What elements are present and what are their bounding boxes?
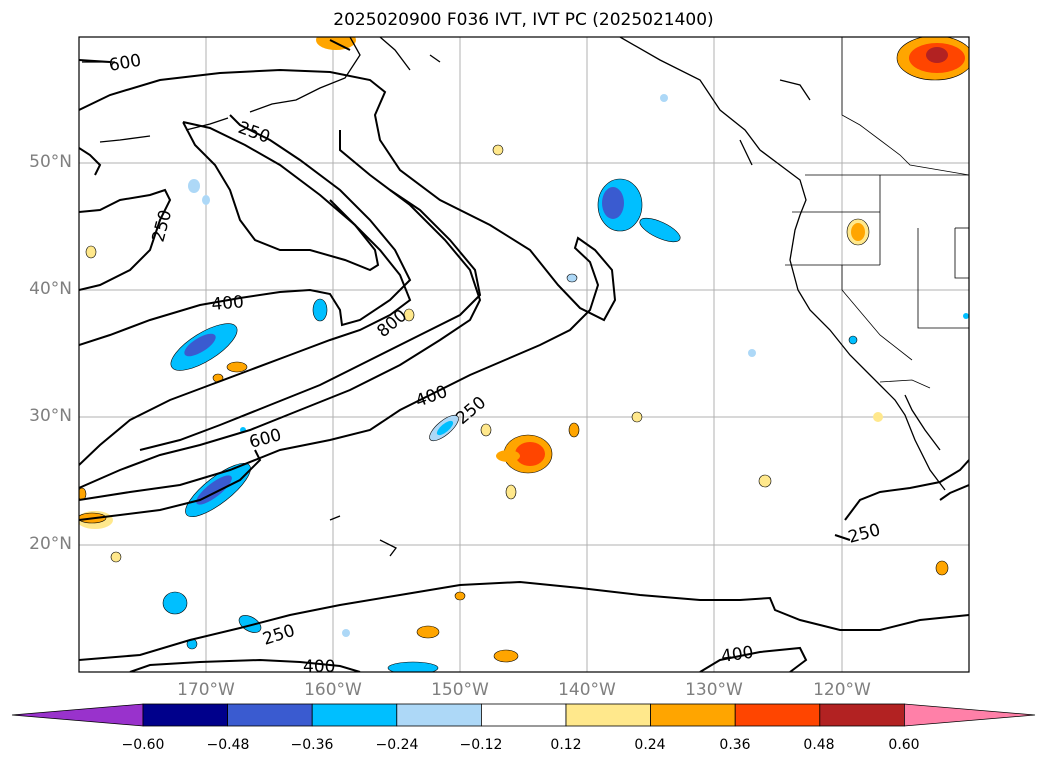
map-background (79, 37, 969, 672)
colorbar-tick-label: 0.36 (719, 737, 751, 753)
colorbar-tick-label: −0.60 (121, 737, 165, 753)
colorbar-segment (311, 703, 398, 727)
borders (785, 37, 969, 389)
colorbar-segment (227, 703, 313, 727)
colorbar-tick-label: −0.24 (375, 737, 419, 753)
lat-label-50n: 50°N (29, 152, 72, 172)
ivt-contours (79, 39, 969, 672)
svg-text:400: 400 (303, 657, 335, 677)
colorbar-extend-min (11, 703, 144, 727)
lon-label-150w: 150°W (431, 680, 489, 700)
lat-label-30n: 30°N (29, 406, 72, 426)
colorbar-segment (650, 703, 736, 727)
colorbar-segment (819, 703, 905, 727)
map-frame (78, 36, 970, 673)
lon-label-120w: 120°W (813, 680, 871, 700)
svg-text:400: 400 (211, 292, 245, 315)
colorbar-tick-label: 0.48 (803, 737, 835, 753)
colorbar-segment (480, 703, 567, 727)
colorbar-segment (565, 703, 651, 727)
lat-label-20n: 20°N (29, 534, 72, 554)
lon-label-170w: 170°W (177, 680, 235, 700)
colorbar-segment (734, 703, 821, 727)
svg-text:400: 400 (720, 643, 755, 667)
colorbar-segment (142, 703, 228, 727)
lon-label-130w: 130°W (685, 680, 743, 700)
colorbar-tick-label: −0.36 (290, 737, 334, 753)
colorbar-tick-label: 0.12 (550, 737, 582, 753)
colorbar-tick-label: −0.12 (459, 737, 503, 753)
colorbar-tick-label: 0.60 (888, 737, 920, 753)
colorbar (11, 703, 1036, 727)
colorbar-tick-label: −0.48 (206, 737, 250, 753)
colorbar-extend-max (904, 703, 1036, 727)
lon-label-140w: 140°W (558, 680, 616, 700)
colorbar-segment (396, 703, 482, 727)
colorbar-tick-label: 0.24 (634, 737, 666, 753)
lon-label-160w: 160°W (304, 680, 362, 700)
map-title: 2025020900 F036 IVT, IVT PC (2025021400) (333, 10, 714, 30)
coastlines (82, 37, 946, 557)
lat-label-40n: 40°N (29, 279, 72, 299)
